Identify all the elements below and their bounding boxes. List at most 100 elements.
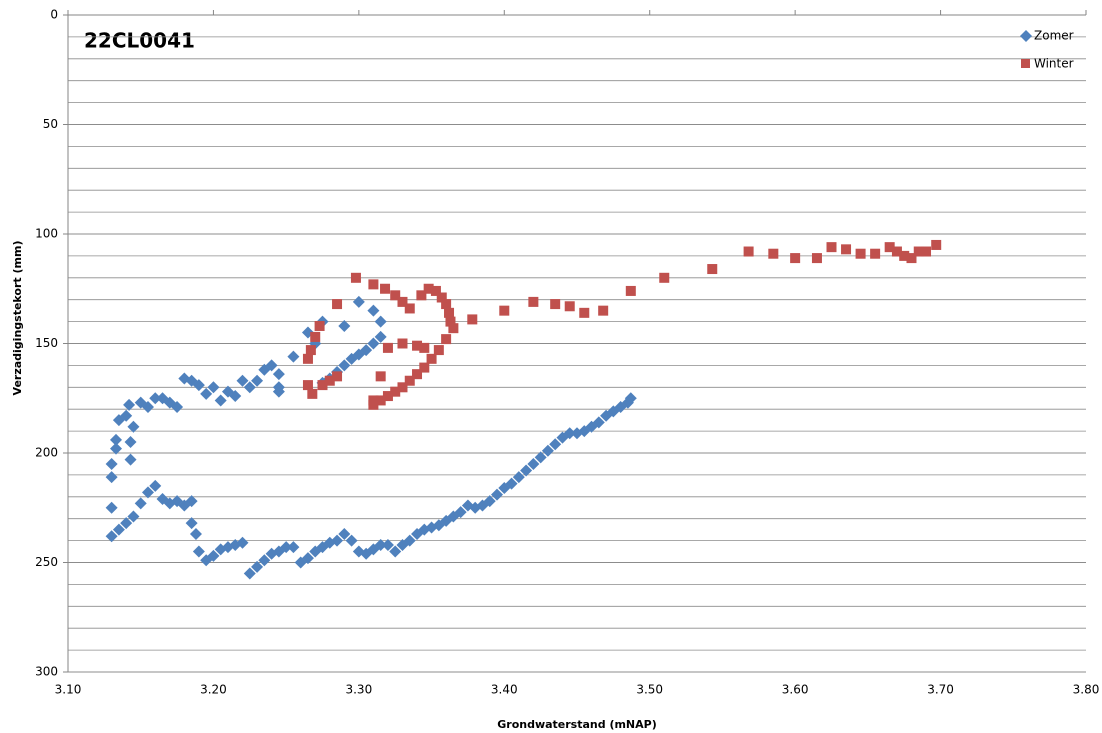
point: [338, 359, 351, 372]
point: [579, 307, 590, 318]
point: [396, 538, 409, 551]
y-tick-label: 150: [35, 336, 58, 350]
point: [112, 523, 125, 536]
point: [294, 556, 307, 569]
point: [382, 342, 393, 353]
point: [534, 451, 547, 464]
point: [441, 334, 452, 345]
point: [109, 442, 122, 455]
point: [236, 374, 249, 387]
point: [123, 398, 136, 411]
point: [625, 285, 636, 296]
point: [884, 242, 895, 253]
point: [332, 371, 343, 382]
point: [156, 492, 169, 505]
legend-label: Winter: [1034, 57, 1074, 71]
point: [332, 299, 343, 310]
point: [461, 499, 474, 512]
chart-title: 22CL0041: [84, 29, 195, 53]
point: [141, 401, 154, 414]
point: [374, 330, 387, 343]
point: [404, 303, 415, 314]
point: [200, 387, 213, 400]
point: [214, 394, 227, 407]
point: [287, 350, 300, 363]
point: [445, 316, 456, 327]
point: [412, 369, 423, 380]
point: [287, 541, 300, 554]
point: [127, 420, 140, 433]
point: [185, 517, 198, 530]
x-tick-label: 3.80: [1073, 683, 1100, 697]
point: [404, 375, 415, 386]
point: [375, 371, 386, 382]
point: [310, 331, 321, 342]
point: [307, 388, 318, 399]
point: [423, 283, 434, 294]
x-tick-label: 3.20: [200, 683, 227, 697]
point: [430, 285, 441, 296]
point: [243, 567, 256, 580]
point: [324, 375, 335, 386]
point: [891, 246, 902, 257]
legend-marker: [1021, 59, 1030, 68]
point: [419, 362, 430, 373]
point: [397, 382, 408, 393]
point: [528, 296, 539, 307]
point: [397, 296, 408, 307]
point: [550, 299, 561, 310]
point: [200, 554, 213, 567]
point: [921, 246, 932, 257]
point: [265, 547, 278, 560]
point: [251, 560, 264, 573]
point: [302, 380, 313, 391]
point: [368, 279, 379, 290]
point: [390, 386, 401, 397]
point: [527, 457, 540, 470]
point: [229, 390, 242, 403]
point: [149, 479, 162, 492]
point: [345, 352, 358, 365]
point: [352, 545, 365, 558]
point: [441, 299, 452, 310]
point: [467, 314, 478, 325]
point: [345, 534, 358, 547]
x-tick-label: 3.70: [927, 683, 954, 697]
point: [913, 246, 924, 257]
point: [105, 457, 118, 470]
point: [397, 338, 408, 349]
point: [314, 320, 325, 331]
point: [338, 528, 351, 541]
point: [444, 307, 455, 318]
legend-marker: [1020, 30, 1032, 42]
y-tick-label: 200: [35, 446, 58, 460]
point: [105, 501, 118, 514]
point: [374, 315, 387, 328]
point: [390, 290, 401, 301]
point: [265, 359, 278, 372]
y-tick-label: 250: [35, 555, 58, 569]
point: [433, 345, 444, 356]
y-axis-title: Verzadigingstekort (mm): [11, 241, 24, 396]
legend-label: Zomer: [1034, 29, 1074, 43]
point: [600, 409, 613, 422]
point: [841, 244, 852, 255]
point: [520, 464, 533, 477]
point: [549, 438, 562, 451]
point: [317, 380, 328, 391]
point: [258, 554, 271, 567]
point: [192, 545, 205, 558]
point: [811, 253, 822, 264]
point: [426, 353, 437, 364]
point: [498, 482, 511, 495]
x-axis-title: Grondwaterstand (mNAP): [497, 718, 657, 731]
point: [855, 248, 866, 259]
point: [380, 283, 391, 294]
point: [768, 248, 779, 259]
point: [436, 292, 447, 303]
point: [243, 381, 256, 394]
point: [499, 305, 510, 316]
point: [491, 488, 504, 501]
